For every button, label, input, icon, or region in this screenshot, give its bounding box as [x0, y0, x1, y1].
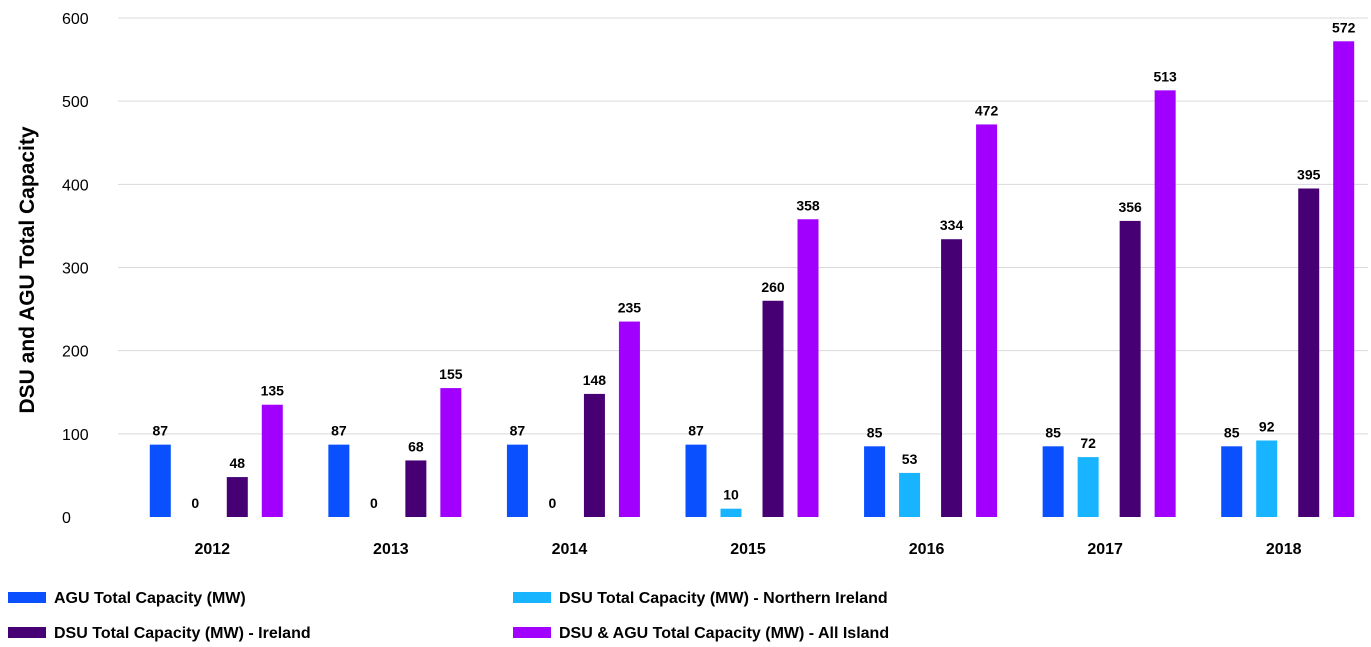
- legend-swatch: [8, 627, 46, 638]
- x-category-label: 2017: [1087, 541, 1123, 558]
- data-label: 0: [549, 495, 557, 511]
- legend-label: DSU Total Capacity (MW) - Ireland: [54, 625, 311, 642]
- bar: [226, 477, 248, 517]
- bar: [1154, 90, 1176, 517]
- data-label: 572: [1332, 19, 1356, 35]
- data-label: 135: [261, 383, 285, 399]
- y-axis-ticks: 0 100 200 300 400 500 600: [62, 11, 89, 527]
- bar: [583, 393, 605, 517]
- data-label: 87: [688, 423, 704, 439]
- bar: [720, 508, 742, 517]
- data-label: 358: [796, 197, 820, 213]
- bar: [762, 300, 784, 517]
- data-label: 155: [439, 366, 463, 382]
- bar: [1256, 440, 1278, 517]
- data-label: 68: [408, 438, 424, 454]
- bar: [1077, 457, 1099, 517]
- bar: [149, 444, 171, 517]
- y-tick-label: 0: [62, 510, 71, 527]
- data-label: 53: [902, 451, 918, 467]
- data-label: 10: [723, 487, 739, 503]
- data-label: 85: [1045, 424, 1061, 440]
- bar: [941, 239, 963, 517]
- x-category-label: 2015: [730, 541, 766, 558]
- data-label: 0: [191, 495, 199, 511]
- data-label: 260: [761, 279, 785, 295]
- bar: [1298, 188, 1320, 517]
- legend-swatch: [513, 627, 551, 638]
- data-label: 513: [1153, 68, 1177, 84]
- legend-swatch: [8, 592, 46, 603]
- data-label: 235: [618, 300, 642, 316]
- bar: [440, 388, 462, 517]
- data-label: 148: [583, 372, 607, 388]
- bar: [976, 124, 998, 517]
- data-label: 87: [510, 423, 526, 439]
- bar: [405, 460, 427, 517]
- bar: [864, 446, 886, 517]
- legend-label: DSU & AGU Total Capacity (MW) - All Isla…: [559, 625, 889, 642]
- data-label: 0: [370, 495, 378, 511]
- data-label: 472: [975, 102, 999, 118]
- bar: [261, 404, 283, 517]
- legend-swatch: [513, 592, 551, 603]
- data-label: 85: [1224, 424, 1240, 440]
- y-axis-title: DSU and AGU Total Capacity: [16, 126, 39, 413]
- data-label: 356: [1118, 199, 1142, 215]
- data-label: 85: [867, 424, 883, 440]
- data-label: 92: [1259, 418, 1275, 434]
- bar: [618, 321, 640, 517]
- bar: [1333, 41, 1355, 517]
- bar: [1119, 220, 1141, 517]
- x-category-label: 2016: [909, 541, 945, 558]
- bar: [685, 444, 707, 517]
- data-label: 48: [229, 455, 245, 471]
- x-category-label: 2018: [1266, 541, 1302, 558]
- y-tick-label: 100: [62, 427, 89, 444]
- y-tick-label: 300: [62, 261, 89, 278]
- y-tick-label: 200: [62, 344, 89, 361]
- legend-label: AGU Total Capacity (MW): [54, 590, 246, 607]
- y-tick-label: 500: [62, 94, 89, 111]
- bar: [506, 444, 528, 517]
- data-label: 72: [1080, 435, 1096, 451]
- x-category-label: 2013: [373, 541, 409, 558]
- x-category-label: 2014: [552, 541, 588, 558]
- data-label: 395: [1297, 166, 1321, 182]
- y-tick-label: 400: [62, 177, 89, 194]
- bar: [1042, 446, 1064, 517]
- data-label: 334: [940, 217, 964, 233]
- data-label: 87: [152, 423, 168, 439]
- legend-label: DSU Total Capacity (MW) - Northern Irela…: [559, 590, 888, 607]
- bar: [1221, 446, 1243, 517]
- x-axis-categories: 2012 2013 2014 2015 2016 2017 2018: [194, 541, 1301, 558]
- y-tick-label: 600: [62, 11, 89, 28]
- data-labels: 87 0 48 135 87 0 68 155 87 0 148 235 87 10 260 358 85 53 3…: [152, 19, 1355, 511]
- bar: [328, 444, 350, 517]
- bar: [899, 472, 921, 517]
- legend: AGU Total Capacity (MW) DSU Total Capacit…: [8, 590, 889, 642]
- data-label: 87: [331, 423, 347, 439]
- bars: [149, 41, 1355, 517]
- bar: [797, 219, 819, 517]
- x-category-label: 2012: [194, 541, 230, 558]
- gridlines: [118, 17, 1368, 435]
